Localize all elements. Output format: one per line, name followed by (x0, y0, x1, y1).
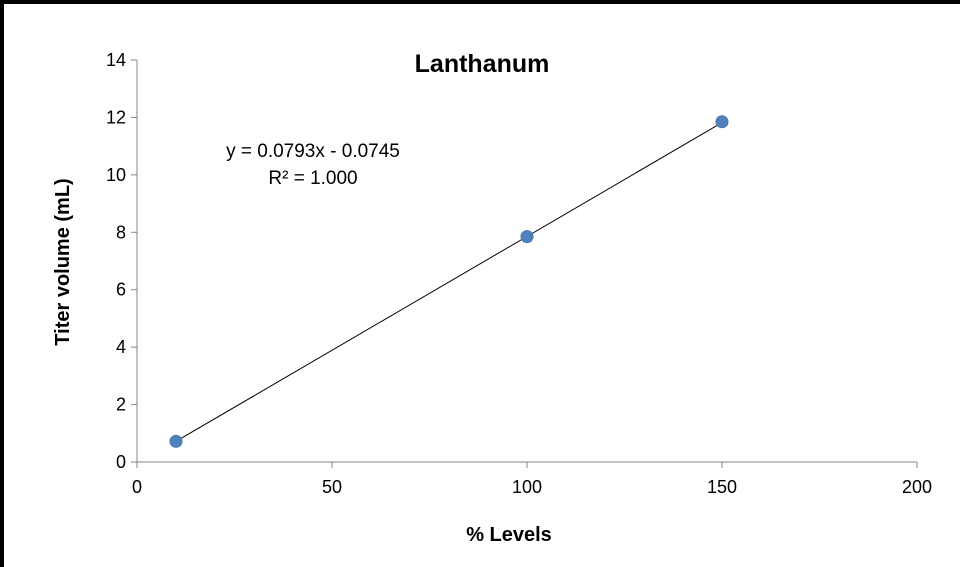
trendline-line (175, 122, 723, 442)
x-tick-label: 150 (707, 477, 737, 497)
x-tick-label: 50 (322, 477, 342, 497)
data-points (169, 115, 729, 448)
data-point (169, 434, 183, 448)
x-tick-label: 100 (512, 477, 542, 497)
y-tick-label: 2 (116, 395, 126, 415)
y-tick-label: 6 (116, 280, 126, 300)
trendline (175, 122, 723, 442)
y-tick-label: 0 (116, 452, 126, 472)
trendline-r-squared: R² = 1.000 (268, 168, 357, 189)
x-tick-label: 200 (902, 477, 932, 497)
x-tick-label: 0 (132, 477, 142, 497)
trendline-equation: y = 0.0793x - 0.0745 (226, 141, 400, 162)
data-point (715, 115, 729, 129)
y-axis-title: Titer volume (mL) (52, 178, 74, 345)
y-tick-label: 8 (116, 222, 126, 242)
chart-title: Lanthanum (415, 50, 550, 78)
tick-labels: 0 2 4 6 8 10 12 14 0 50 100 150 200 (106, 50, 932, 497)
y-tick-label: 12 (106, 107, 126, 127)
y-tick-label: 4 (116, 337, 126, 357)
x-axis-title: % Levels (466, 524, 552, 546)
data-point (520, 230, 534, 244)
y-tick-label: 14 (106, 50, 126, 70)
y-tick-label: 10 (106, 165, 126, 185)
axes (131, 59, 918, 468)
